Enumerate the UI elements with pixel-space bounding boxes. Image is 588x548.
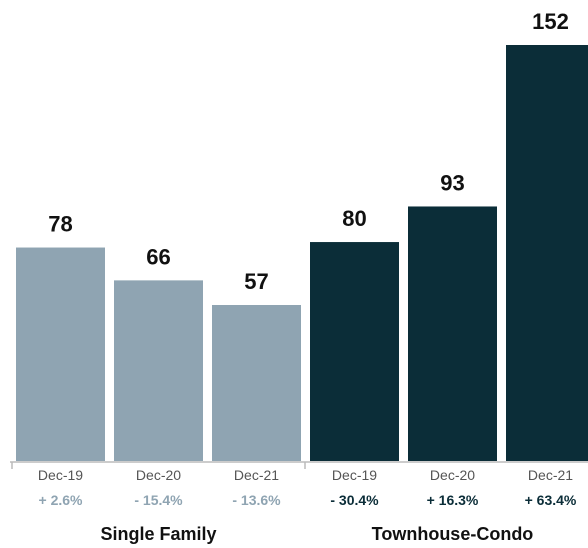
x-tick-label: Dec-20: [136, 467, 181, 483]
bar: [212, 305, 301, 461]
x-tick-label: Dec-21: [234, 467, 279, 483]
percent-change-label: + 2.6%: [39, 492, 84, 508]
bar: [310, 242, 399, 461]
group-label: Townhouse-Condo: [372, 524, 534, 544]
x-tick-label: Dec-20: [430, 467, 475, 483]
bar-value-label: 78: [48, 212, 72, 237]
group-label: Single Family: [100, 524, 216, 544]
percent-change-label: - 30.4%: [330, 492, 379, 508]
bar-value-label: 66: [146, 244, 170, 269]
percent-change-label: + 63.4%: [525, 492, 577, 508]
x-tick-label: Dec-21: [528, 467, 573, 483]
bar: [408, 206, 497, 461]
percent-change-label: + 16.3%: [427, 492, 479, 508]
bar-value-label: 152: [532, 9, 569, 34]
x-tick-label: Dec-19: [332, 467, 377, 483]
percent-change-label: - 13.6%: [232, 492, 281, 508]
bar: [16, 247, 105, 461]
bar-value-label: 93: [440, 170, 464, 195]
x-tick-label: Dec-19: [38, 467, 83, 483]
bar: [114, 280, 203, 461]
percent-change-label: - 15.4%: [134, 492, 183, 508]
bar: [506, 45, 588, 461]
bar-value-label: 80: [342, 206, 366, 231]
bar-value-label: 57: [244, 269, 268, 294]
